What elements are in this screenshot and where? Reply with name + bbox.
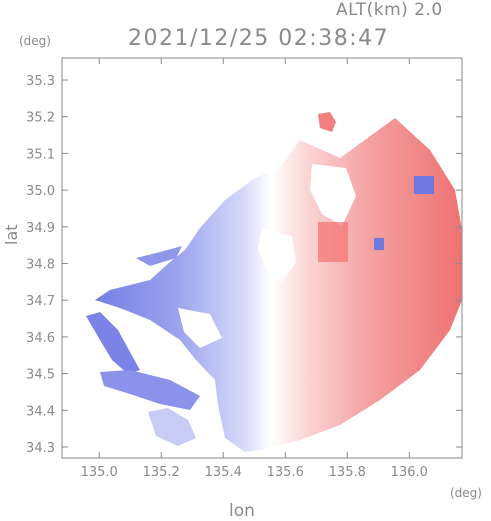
y-tick-label: 34.4	[26, 404, 55, 419]
x-tick-label: 135.6	[267, 465, 304, 480]
x-axis-label: lon	[229, 501, 255, 521]
echo-gap-north	[310, 164, 356, 226]
x-tick-label: 135.8	[329, 465, 366, 480]
echo-south-cell	[148, 408, 196, 446]
y-tick-label: 34.6	[26, 331, 55, 346]
y-tick-label: 34.9	[26, 221, 55, 236]
echo-strong-cell-red	[318, 222, 348, 262]
echo-north-tip	[318, 112, 336, 132]
y-tick-label: 34.5	[26, 368, 55, 383]
timestamp-title: 2021/12/25 02:38:47	[128, 26, 390, 51]
echo-gap-center	[258, 228, 296, 282]
x-tick-label: 135.0	[81, 465, 118, 480]
y-tick-label: 35.2	[26, 111, 55, 126]
y-tick-label: 35.3	[26, 74, 55, 89]
plot-frame	[61, 57, 463, 459]
x-axis-unit: (deg)	[450, 486, 482, 500]
y-tick-label: 35.0	[26, 184, 55, 199]
x-tick-label: 135.2	[143, 465, 180, 480]
echo-main-sector	[95, 118, 462, 452]
y-axis-unit: (deg)	[19, 34, 51, 48]
y-tick-label: 35.1	[26, 147, 55, 162]
altitude-label: ALT(km) 2.0	[336, 0, 443, 20]
y-tick-label: 34.8	[26, 258, 55, 273]
echo-strong-cell-east-2	[374, 238, 384, 250]
x-axis-ticks: 135.0 135.2 135.4 135.6 135.8 136.0	[81, 58, 428, 480]
x-tick-label: 135.4	[205, 465, 242, 480]
echo-west-cluster	[86, 312, 140, 374]
y-tick-label: 34.7	[26, 294, 55, 309]
y-axis-ticks: 34.3 34.4 34.5 34.6 34.7 34.8 34.9 35.0 35.1 35.2…	[26, 74, 462, 456]
radar-echo-field	[86, 112, 462, 452]
y-tick-label: 34.3	[26, 441, 55, 456]
echo-gap-west	[178, 308, 222, 348]
echo-strong-cell-east	[414, 176, 434, 194]
x-tick-label: 136.0	[391, 465, 428, 480]
echo-southwest-cluster	[100, 370, 200, 410]
echo-west-strip	[136, 246, 182, 266]
